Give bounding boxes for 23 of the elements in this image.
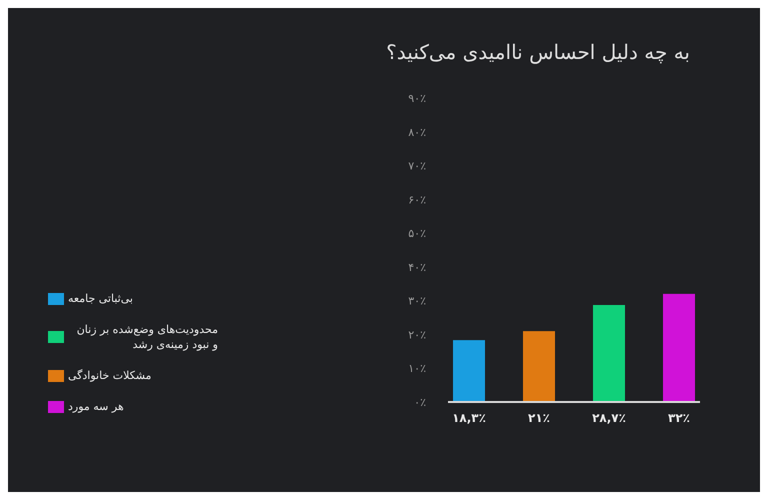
legend-label: هر سه مورد <box>68 399 124 414</box>
bar <box>523 331 555 402</box>
y-tick-label: ۹۰٪ <box>408 92 426 105</box>
y-tick-label: ۱۰٪ <box>408 362 426 376</box>
legend-label: مشکلات خانوادگی <box>68 368 152 383</box>
y-tick-label: ۵۰٪ <box>408 227 426 240</box>
data-label: ۲۸,۷٪ <box>592 411 626 425</box>
y-tick-label: ۸۰٪ <box>408 126 426 139</box>
bar <box>453 340 485 402</box>
y-tick-label: ۴۰٪ <box>408 260 426 274</box>
data-label: ۳۲٪ <box>668 411 690 425</box>
y-tick-label: ۰٪ <box>414 396 426 409</box>
y-tick-label: ۳۰٪ <box>408 294 426 308</box>
y-tick-label: ۶۰٪ <box>408 193 426 206</box>
data-label: ۱۸,۳٪ <box>452 411 486 425</box>
y-tick-label: ۲۰٪ <box>408 328 426 342</box>
bar <box>663 294 695 402</box>
legend-label: بی‌ثباتی جامعه <box>68 291 133 306</box>
chart-title: به چه دلیل احساس ناامیدی می‌کنید؟ <box>386 40 690 64</box>
legend-label: محدودیت‌های وضع‌شده بر زنان و نبود زمینه‌ی رشد <box>76 322 218 352</box>
bar <box>593 305 625 402</box>
data-label: ۲۱٪ <box>528 411 550 425</box>
y-tick-label: ۷۰٪ <box>408 160 426 173</box>
